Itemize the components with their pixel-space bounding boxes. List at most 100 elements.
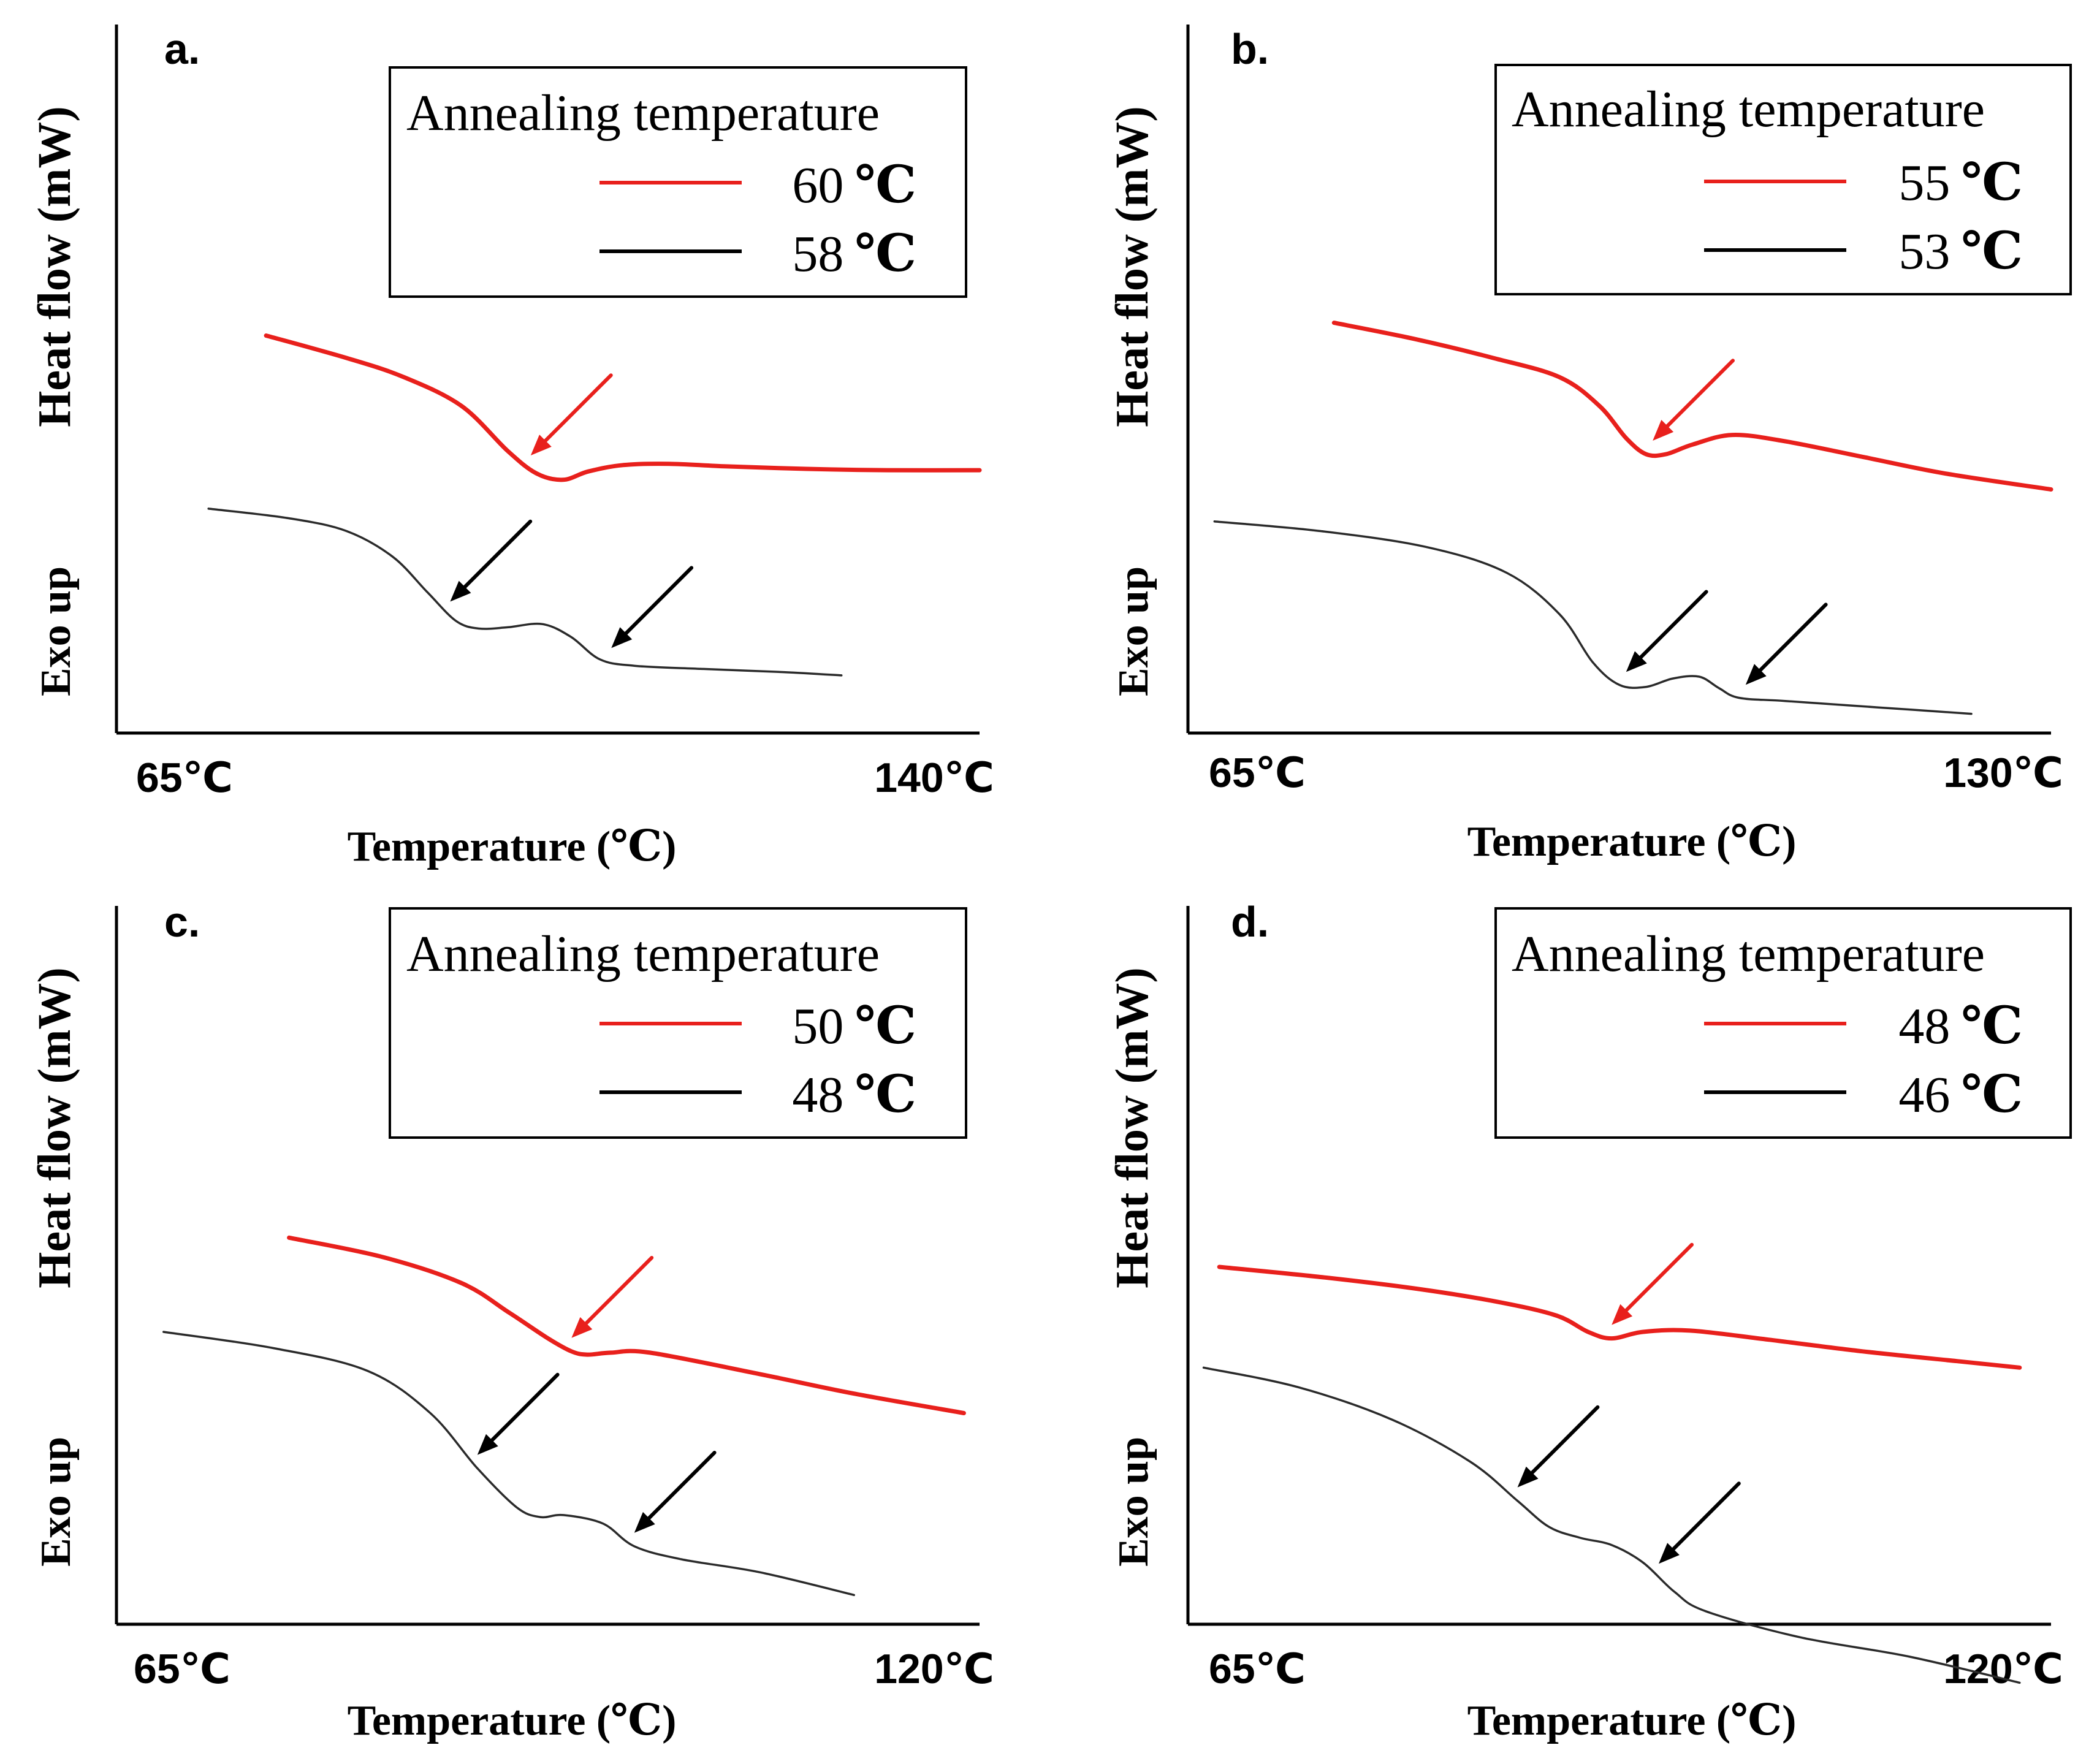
series-line-black [207,508,843,677]
y-axis-label: Heat flow (mW) [29,106,80,427]
annotation-arrow-red [530,373,613,455]
series-line-black [1202,1366,2021,1684]
legend-entry-unit: ℃ [854,1066,916,1123]
panel-label: a. [164,25,200,73]
legend-entry-unit: ℃ [854,157,916,214]
y-axis-label: Heat flow (mW) [1106,106,1158,427]
arrow-head [1659,1543,1680,1564]
legend-entry: 55 ℃ [1898,154,2023,211]
arrow-head [1745,664,1767,685]
x-tick-label: 120℃ [874,1646,994,1692]
legend-entry: 46 ℃ [1898,1066,2023,1123]
legend-title: Annealing temperature [406,85,880,142]
x-tick-label: 65℃ [1209,1646,1306,1692]
legend-title: Annealing temperature [406,926,880,983]
series-line-red [287,1235,966,1415]
legend-entry: 48 ℃ [792,1066,916,1123]
y-axis-title: Heat flow (mW) Exo up [29,967,80,1567]
x-axis-label: Temperature (℃) [1467,818,1797,865]
exo-up-label: Exo up [32,1437,80,1567]
annotation-arrow-black [634,1451,717,1533]
legend-entry: 48 ℃ [1898,998,2023,1055]
arrow-head [530,435,552,455]
annotation-arrow-red [1612,1242,1694,1325]
arrow-shaft [1753,603,1828,677]
annotation-arrow-black [1626,590,1708,672]
annotation-arrow-black [1745,603,1828,685]
y-axis-label: Heat flow (mW) [29,967,80,1288]
exo-up-label: Exo up [1110,1437,1157,1567]
x-axis-label: Temperature (℃) [348,1697,677,1744]
arrow-shaft [642,1451,717,1525]
legend-entry-value: 48 [792,1066,843,1123]
legend-entry: 50 ℃ [792,998,916,1055]
series-line-red [1331,321,2053,492]
legend-title: Annealing temperature [1512,81,1985,138]
exo-up-label: Exo up [1110,566,1157,696]
annotation-arrow-red [571,1256,654,1338]
legend-entry-value: 46 [1898,1066,1950,1123]
arrow-head [1653,420,1674,441]
plot-area [162,1235,966,1597]
x-tick-label: 65℃ [136,755,233,801]
legend-entry-value: 53 [1898,223,1950,280]
x-tick-label: 130℃ [1943,750,2063,796]
series-line-black [1213,520,1973,715]
legend-entry-unit: ℃ [1961,154,2023,211]
panel-b: b. Heat flow (mW) Exo up 65℃ 130℃ Temper… [1106,25,2072,865]
series-line-red [1217,1264,2022,1370]
legend-entry-unit: ℃ [1961,998,2023,1055]
legend-title: Annealing temperature [1512,926,1985,983]
arrow-shaft [485,1372,560,1447]
arrow-head [611,627,633,648]
x-tick-label: 65℃ [1209,750,1306,796]
panel-label: b. [1231,25,1269,73]
arrow-head [634,1511,655,1533]
arrow-shaft [1619,1242,1694,1317]
y-axis-title: Heat flow (mW) Exo up [1106,106,1158,696]
arrow-head [1626,651,1647,672]
arrow-shaft [458,519,533,594]
legend: Annealing temperature 48 ℃ 46 ℃ [1494,907,2072,1139]
arrow-shaft [1661,359,1735,433]
annotation-arrow-black [477,1372,560,1455]
panel-label: c. [164,898,200,946]
annotation-arrow-black [450,519,533,602]
plot-area [1202,1242,2022,1684]
arrow-shaft [1667,1481,1741,1556]
arrow-shaft [1525,1405,1600,1480]
panel-label: d. [1231,898,1269,946]
arrow-head [1517,1466,1539,1488]
annotation-arrow-black [1517,1405,1600,1488]
legend-entry-unit: ℃ [1961,223,2023,280]
y-axis-title: Heat flow (mW) Exo up [1106,967,1158,1567]
legend-entry-unit: ℃ [854,226,916,283]
arrow-shaft [579,1256,654,1330]
y-axis-title: Heat flow (mW) Exo up [29,106,80,696]
legend-entry: 58 ℃ [792,226,916,283]
exo-up-label: Exo up [32,566,80,696]
panel-d: d. Heat flow (mW) Exo up 65℃ 120℃ Temper… [1106,898,2072,1744]
legend: Annealing temperature 55 ℃ 53 ℃ [1494,64,2072,295]
panel-c: c. Heat flow (mW) Exo up 65℃ 120℃ Temper… [29,898,994,1744]
legend-entry: 60 ℃ [792,157,916,214]
plot-area [1213,321,2053,715]
arrow-shaft [1634,590,1708,664]
x-axis-label: Temperature (℃) [1467,1697,1797,1744]
legend: Annealing temperature 60 ℃ 58 ℃ [389,66,967,298]
arrow-head [1612,1304,1633,1325]
legend: Annealing temperature 50 ℃ 48 ℃ [389,907,967,1139]
annotation-arrow-red [1653,359,1735,441]
legend-entry-value: 55 [1898,154,1950,211]
legend-entry-value: 60 [792,157,843,214]
legend-entry-value: 58 [792,226,843,283]
series-line-black [162,1331,855,1597]
legend-entry-unit: ℃ [1961,1066,2023,1123]
x-tick-label: 140℃ [874,755,994,801]
legend-entry-value: 50 [792,998,843,1055]
panel-a: a. Heat flow (mW) Exo up 65℃ 140℃ Temper… [29,25,994,870]
x-axis-label: Temperature (℃) [348,823,677,870]
plot-area [207,333,982,677]
arrow-shaft [538,373,613,447]
